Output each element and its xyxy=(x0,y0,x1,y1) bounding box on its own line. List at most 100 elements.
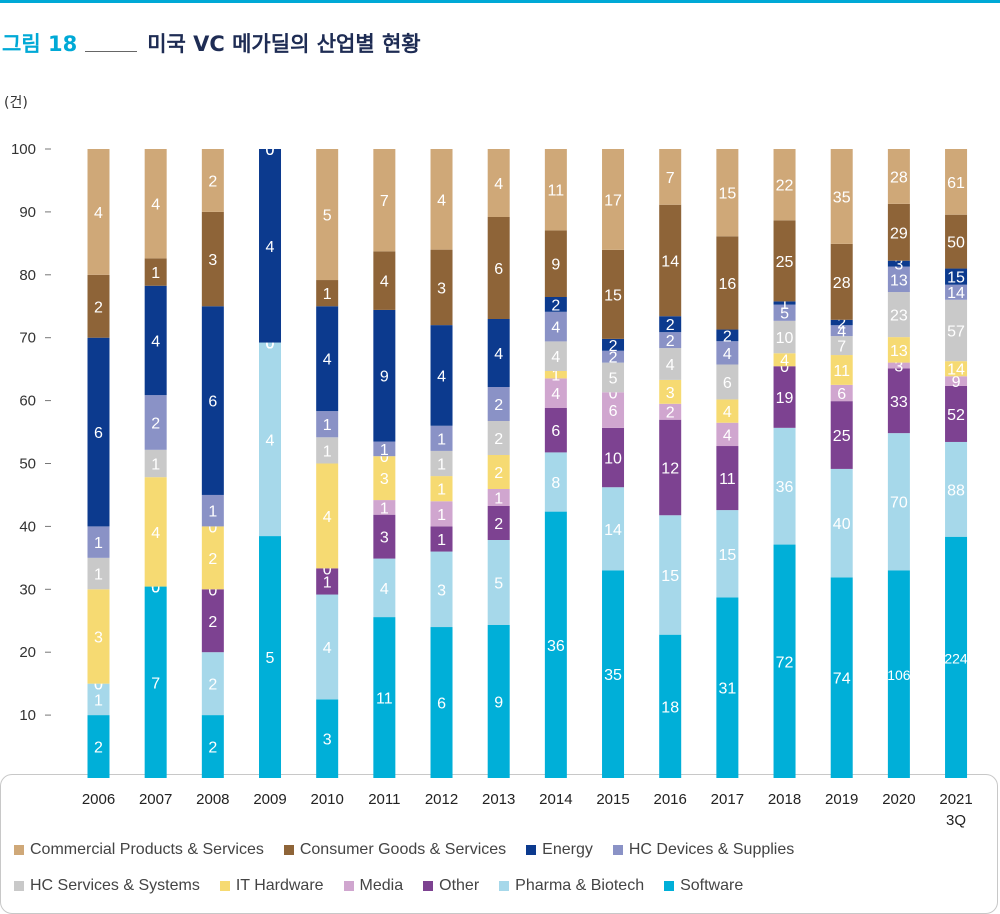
bar-segment xyxy=(602,427,625,488)
bar-segment xyxy=(430,249,453,326)
bar-segment xyxy=(373,617,396,778)
x-tick-label: 2010 xyxy=(310,791,343,808)
legend-item: Software xyxy=(664,877,743,895)
data-label: 88 xyxy=(947,482,965,499)
data-label: 14 xyxy=(947,285,965,302)
data-label: 4 xyxy=(151,333,160,350)
data-label: 14 xyxy=(661,253,679,270)
data-label: 14 xyxy=(947,362,965,379)
bar-segment xyxy=(201,652,224,716)
data-label: 3 xyxy=(94,629,103,646)
data-label: 6 xyxy=(837,386,846,403)
data-label: 2 xyxy=(208,173,217,190)
bar-segment xyxy=(144,586,167,778)
data-label: 4 xyxy=(266,432,275,449)
data-label: 10 xyxy=(776,330,794,347)
data-label: 4 xyxy=(323,640,332,657)
data-label: 106 xyxy=(887,667,911,683)
bar-segment xyxy=(716,341,739,365)
bar-segment xyxy=(144,149,167,259)
bar-segment xyxy=(373,500,396,515)
bar-segment xyxy=(430,526,453,552)
data-label: 4 xyxy=(551,349,560,366)
legend-swatch xyxy=(14,845,24,855)
x-tick-label: 2015 xyxy=(596,791,629,808)
bar-segment xyxy=(144,258,167,286)
data-label: 2 xyxy=(666,317,675,334)
bar-segment xyxy=(373,558,396,618)
legend-label: IT Hardware xyxy=(235,877,324,894)
bar-segment xyxy=(316,699,339,778)
data-label: 0 xyxy=(151,580,160,597)
data-label: 0 xyxy=(266,336,275,353)
data-label: 50 xyxy=(947,235,965,252)
bar-segment xyxy=(487,540,510,625)
bar-segment xyxy=(830,325,853,337)
bar-segment xyxy=(773,301,796,305)
bar-segment xyxy=(544,149,567,231)
data-label: 4 xyxy=(837,324,846,341)
data-label: 3 xyxy=(894,359,903,376)
data-label: 2 xyxy=(723,328,732,345)
data-label: 0 xyxy=(780,359,789,376)
data-label: 11 xyxy=(833,363,850,380)
legend-item: Consumer Goods & Services xyxy=(283,841,506,859)
bar-segment xyxy=(87,715,110,778)
data-label: 19 xyxy=(776,390,794,407)
data-label: 1 xyxy=(437,482,446,499)
y-tick-label: 30 xyxy=(19,581,36,598)
bar-segment xyxy=(887,368,910,434)
data-label: 4 xyxy=(723,346,732,363)
data-label: 4 xyxy=(551,386,560,403)
figure-header: 그림 18 미국 VC 메가딜의 산업별 현황 xyxy=(0,22,421,58)
data-label: 4 xyxy=(151,197,160,214)
data-label: 4 xyxy=(551,320,560,337)
y-tick-label: 80 xyxy=(19,267,36,284)
x-tick-label: 3Q xyxy=(946,812,966,829)
data-label: 7 xyxy=(666,170,675,187)
bar-segment xyxy=(373,441,396,457)
x-tick-label: 2020 xyxy=(882,791,915,808)
bar-segment xyxy=(945,268,968,285)
legend-item: Pharma & Biotech xyxy=(499,877,644,895)
data-label: 36 xyxy=(547,638,565,655)
data-label: 0 xyxy=(266,142,275,159)
data-label: 1 xyxy=(323,443,332,460)
data-label: 17 xyxy=(604,192,622,209)
bar-segment xyxy=(373,251,396,310)
data-label: 15 xyxy=(661,568,679,585)
data-label: 5 xyxy=(266,650,275,667)
bar-segment xyxy=(201,494,224,527)
data-label: 6 xyxy=(609,403,618,420)
data-label: 2 xyxy=(837,316,846,333)
data-label: 3 xyxy=(437,582,446,599)
data-label: 1 xyxy=(94,567,103,584)
data-label: 2 xyxy=(494,465,503,482)
data-label: 6 xyxy=(437,696,446,713)
legend-row: Commercial Products & Services Consumer G… xyxy=(14,838,974,862)
data-label: 3 xyxy=(666,385,675,402)
bar-segment xyxy=(316,437,339,464)
data-label: 1 xyxy=(323,417,332,434)
data-label: 4 xyxy=(323,509,332,526)
legend-label: HC Services & Systems xyxy=(30,877,200,894)
bar-segment xyxy=(487,506,510,540)
legend-item: Energy xyxy=(526,841,593,859)
y-tick-label: 90 xyxy=(19,204,36,221)
data-label: 2 xyxy=(666,405,675,422)
data-label: 1 xyxy=(151,457,160,474)
bar-segment xyxy=(201,149,224,212)
data-label: 0 xyxy=(94,677,103,694)
bar-segment xyxy=(716,329,739,342)
data-label: 29 xyxy=(890,225,908,242)
bar-segment xyxy=(887,149,910,204)
bar-segment xyxy=(316,568,339,595)
data-label: 36 xyxy=(776,479,794,496)
legend-item: Media xyxy=(343,877,403,895)
bar-segment xyxy=(430,551,453,628)
data-label: 2 xyxy=(151,415,160,432)
data-label: 6 xyxy=(551,423,560,440)
data-label: 0 xyxy=(208,519,217,536)
data-label: 3 xyxy=(380,471,389,488)
bar-segment xyxy=(87,589,110,684)
